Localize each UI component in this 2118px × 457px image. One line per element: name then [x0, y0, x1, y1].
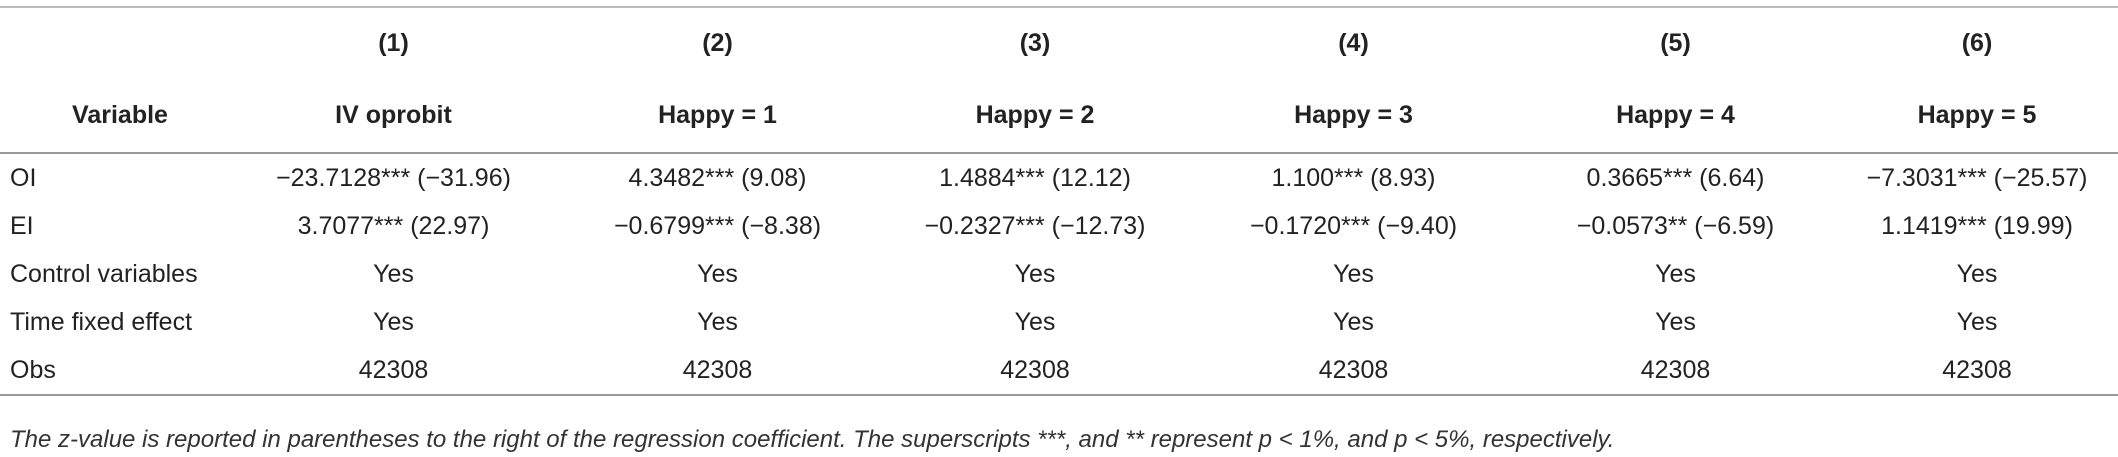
table-cell: 42308: [1836, 346, 2118, 396]
column-label: Happy = 1: [557, 78, 878, 154]
table-cell: 42308: [1192, 346, 1515, 396]
table-cell: Yes: [373, 307, 414, 336]
column-label: Variable: [0, 78, 230, 154]
table-row: Obs 42308 42308 42308 42308 42308 42308: [0, 346, 2118, 396]
table-cell: 4.3482*** (9.08): [628, 163, 807, 192]
table-cell: Yes: [373, 259, 414, 288]
column-number: (3): [878, 6, 1192, 78]
row-label: Obs: [0, 346, 230, 396]
table-cell: Yes: [1655, 259, 1696, 288]
table-cell: −0.2327*** (−12.73): [924, 211, 1146, 240]
table-cell: Yes: [1956, 307, 1998, 336]
row-label: Time fixed effect: [10, 307, 193, 336]
header-row: (1) (2) (3) (4) (5) (6): [0, 6, 2118, 78]
table-row: Time fixed effect Yes Yes Yes Yes Yes Yes: [0, 298, 2118, 346]
column-number: (2): [557, 6, 878, 78]
table-cell: −7.3031*** (−25.57): [1866, 163, 2088, 192]
table-cell: 42308: [230, 346, 557, 396]
table-row: OI −23.7128*** (−31.96) 4.3482*** (9.08) 1.…: [0, 153, 2118, 202]
table-cell: Yes: [1333, 259, 1374, 288]
row-label: EI: [10, 211, 34, 240]
column-number: (4): [1192, 6, 1515, 78]
table-row: Control variables Yes Yes Yes Yes Yes Yes: [0, 250, 2118, 298]
column-label: IV oprobit: [230, 78, 557, 154]
table-body: OI −23.7128*** (−31.96) 4.3482*** (9.08) 1.…: [0, 153, 2118, 396]
table-cell: −23.7128*** (−31.96): [276, 163, 511, 192]
header-cell: [0, 6, 230, 78]
row-label: OI: [10, 163, 37, 192]
table-cell: 3.7077*** (22.97): [297, 211, 490, 240]
table-cell: Yes: [1956, 259, 1998, 288]
column-label: Happy = 5: [1836, 78, 2118, 154]
results-table: (1) (2) (3) (4) (5) (6) Variable IV oprobit Happ…: [0, 6, 2118, 396]
column-number: (6): [1836, 6, 2118, 78]
table-cell: Yes: [1333, 307, 1374, 336]
table-cell: 1.1419*** (19.99): [1881, 211, 2073, 240]
table-header: (1) (2) (3) (4) (5) (6) Variable IV oprobit Happ…: [0, 6, 2118, 154]
column-label: Happy = 2: [878, 78, 1192, 154]
footnote: The z-value is reported in parentheses t…: [10, 426, 1615, 453]
table-cell: 1.100*** (8.93): [1271, 163, 1436, 192]
column-label: Happy = 4: [1515, 78, 1836, 154]
table-cell: 42308: [878, 346, 1192, 396]
column-label: Happy = 3: [1192, 78, 1515, 154]
table-cell: 42308: [557, 346, 878, 396]
table-cell: −0.6799*** (−8.38): [613, 211, 822, 240]
table-cell: −0.1720*** (−9.40): [1249, 211, 1458, 240]
table-cell: Yes: [1014, 259, 1056, 288]
table-cell: 0.3665*** (6.64): [1586, 163, 1765, 192]
table-cell: Yes: [697, 259, 738, 288]
table-cell: 1.4884*** (12.12): [939, 163, 1131, 192]
table-cell: Yes: [697, 307, 738, 336]
row-label: Control variables: [10, 259, 198, 288]
table-cell: Yes: [1014, 307, 1056, 336]
column-number: (1): [230, 6, 557, 78]
header-row: Variable IV oprobit Happy = 1 Happy = 2 Happ…: [0, 78, 2118, 154]
table-cell: Yes: [1655, 307, 1696, 336]
table-cell: 42308: [1515, 346, 1836, 396]
table-row: EI 3.7077*** (22.97) −0.6799*** (−8.38) −0.…: [0, 202, 2118, 250]
table-cell: −0.0573** (−6.59): [1576, 211, 1775, 240]
column-number: (5): [1515, 6, 1836, 78]
